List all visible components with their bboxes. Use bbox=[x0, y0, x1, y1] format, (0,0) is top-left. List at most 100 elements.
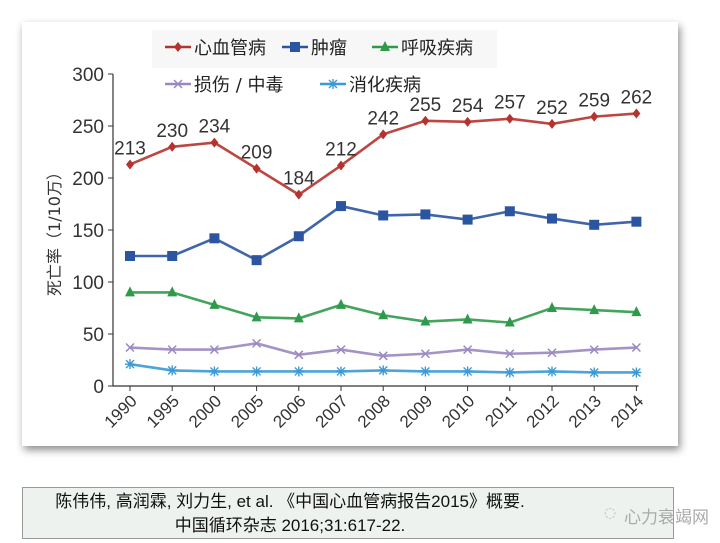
legend-marker bbox=[174, 42, 182, 52]
data-point bbox=[589, 219, 600, 230]
legend-item: 心血管病 bbox=[165, 38, 266, 59]
data-point bbox=[547, 348, 557, 358]
data-point-shape bbox=[167, 365, 178, 376]
data-point bbox=[421, 115, 430, 126]
data-point bbox=[420, 209, 431, 220]
data-point-shape bbox=[631, 306, 642, 317]
x-tick-label: 2012 bbox=[523, 391, 563, 431]
data-point bbox=[168, 141, 177, 152]
data-label: 262 bbox=[621, 88, 653, 109]
data-point-shape bbox=[125, 251, 135, 261]
data-point bbox=[505, 113, 514, 124]
data-point-shape bbox=[126, 159, 134, 170]
data-point bbox=[251, 366, 262, 377]
legend-label: 损伤 / 中毒 bbox=[194, 75, 284, 96]
data-point-shape bbox=[420, 349, 430, 359]
data-point bbox=[294, 350, 304, 360]
data-point-shape bbox=[251, 255, 262, 266]
data-label: 212 bbox=[325, 140, 357, 161]
legend-marker bbox=[380, 41, 390, 51]
data-point bbox=[293, 231, 304, 242]
data-point bbox=[125, 251, 135, 261]
series-1 bbox=[125, 201, 642, 266]
data-point bbox=[504, 316, 515, 327]
data-point-shape bbox=[421, 115, 430, 126]
legend-item: 消化疾病 bbox=[320, 75, 421, 96]
data-point-shape bbox=[210, 137, 219, 148]
data-point bbox=[209, 233, 220, 244]
data-point bbox=[462, 313, 473, 324]
data-point bbox=[125, 359, 135, 370]
data-label: 255 bbox=[410, 95, 442, 116]
data-point-shape bbox=[547, 302, 557, 312]
data-point bbox=[125, 286, 135, 297]
data-point-shape bbox=[293, 312, 304, 323]
data-point bbox=[589, 304, 600, 315]
data-point bbox=[547, 366, 557, 377]
data-point bbox=[167, 286, 178, 297]
data-point-shape bbox=[125, 286, 135, 297]
data-point-shape bbox=[209, 345, 219, 355]
data-point-shape bbox=[462, 214, 473, 225]
x-tick-label: 2005 bbox=[227, 391, 267, 431]
data-point bbox=[547, 302, 557, 312]
data-point-shape bbox=[252, 163, 261, 174]
data-point bbox=[463, 345, 473, 355]
data-point-shape bbox=[378, 309, 389, 320]
data-point-shape bbox=[631, 367, 642, 378]
data-point-shape bbox=[336, 366, 346, 377]
data-point bbox=[378, 309, 389, 320]
x-tick-label: 2000 bbox=[185, 391, 225, 431]
data-point-shape bbox=[631, 342, 641, 353]
x-tick-label: 2009 bbox=[396, 391, 436, 431]
data-point-shape bbox=[336, 201, 346, 212]
data-point-shape bbox=[125, 359, 135, 370]
y-tick-label: 200 bbox=[72, 169, 104, 190]
data-point-shape bbox=[463, 116, 472, 127]
legend-item: 肿瘤 bbox=[282, 38, 347, 59]
data-label: 213 bbox=[114, 138, 146, 159]
legend-item: 呼吸疾病 bbox=[372, 38, 473, 59]
data-point bbox=[505, 349, 515, 359]
data-point-shape bbox=[251, 366, 262, 377]
y-tick-label: 50 bbox=[83, 325, 104, 346]
x-tick-label: 2011 bbox=[481, 391, 520, 430]
data-label: 257 bbox=[494, 93, 526, 114]
series-4 bbox=[125, 359, 642, 378]
data-point-shape bbox=[504, 206, 515, 217]
data-point bbox=[251, 311, 262, 322]
data-point-shape bbox=[379, 129, 388, 140]
data-point bbox=[463, 116, 472, 127]
data-point bbox=[632, 108, 641, 119]
data-point-shape bbox=[167, 251, 178, 261]
data-point bbox=[125, 342, 135, 353]
series-line bbox=[129, 342, 637, 358]
data-label: 184 bbox=[283, 169, 315, 190]
data-point-shape bbox=[547, 213, 557, 224]
data-point bbox=[210, 137, 219, 148]
data-point-shape bbox=[462, 366, 473, 377]
data-point bbox=[590, 111, 599, 122]
legend-marker-shape bbox=[328, 79, 338, 89]
data-point bbox=[378, 210, 389, 221]
data-point-shape bbox=[547, 348, 557, 358]
data-label: 242 bbox=[367, 108, 399, 129]
data-point-shape bbox=[251, 311, 262, 322]
x-tick-label: 2013 bbox=[565, 391, 605, 431]
data-point bbox=[420, 366, 431, 377]
legend-marker-shape bbox=[380, 41, 390, 51]
citation-line-1: 陈伟伟, 高润霖, 刘力生, et al. 《中国心血管病报告2015》概要. bbox=[55, 492, 525, 511]
data-point-shape bbox=[167, 286, 178, 297]
legend-item: 损伤 / 中毒 bbox=[165, 75, 284, 96]
data-point bbox=[337, 160, 345, 171]
data-point-shape bbox=[336, 345, 346, 355]
y-tick-label: 300 bbox=[72, 65, 104, 86]
data-point bbox=[462, 214, 473, 225]
data-point-shape bbox=[209, 298, 220, 309]
data-point-shape bbox=[589, 219, 600, 230]
data-point bbox=[504, 206, 515, 217]
legend-marker-shape bbox=[290, 42, 300, 52]
x-tick-label: 1990 bbox=[101, 391, 141, 431]
data-label: 234 bbox=[199, 117, 231, 138]
